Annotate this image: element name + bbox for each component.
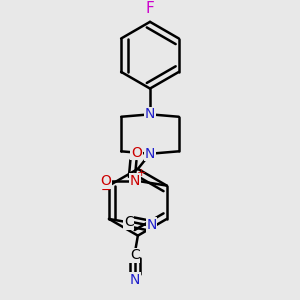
- Text: O: O: [100, 174, 111, 188]
- Text: N: N: [146, 218, 157, 232]
- Text: N: N: [130, 273, 140, 286]
- Text: +: +: [137, 169, 146, 178]
- Text: C: C: [124, 215, 134, 229]
- Text: −: −: [100, 184, 111, 196]
- Text: C: C: [130, 248, 140, 262]
- Text: F: F: [146, 1, 154, 16]
- Text: N: N: [145, 147, 155, 161]
- Text: O: O: [131, 146, 142, 160]
- Text: N: N: [145, 107, 155, 121]
- Text: N: N: [130, 174, 140, 188]
